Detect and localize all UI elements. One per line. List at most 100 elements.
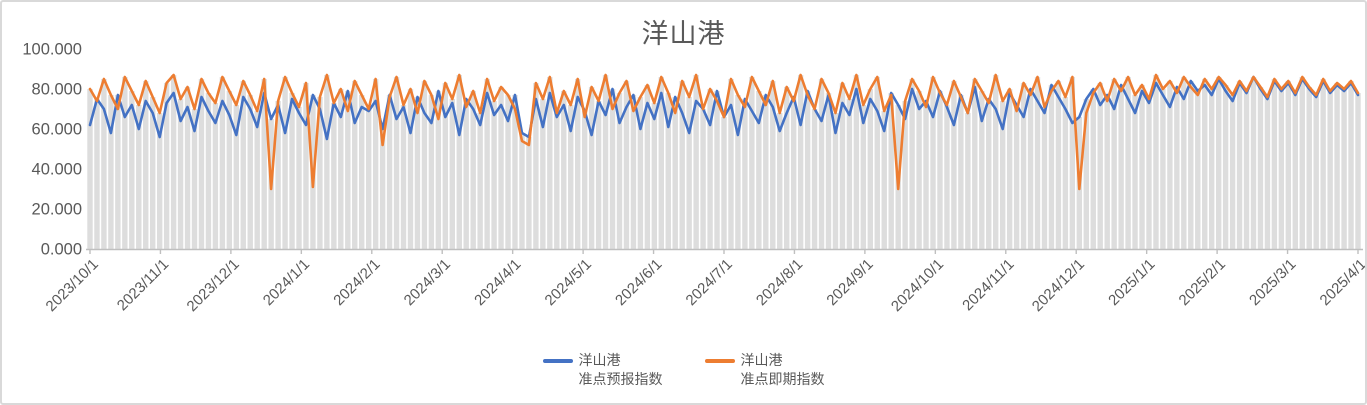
background-bar xyxy=(1188,81,1194,249)
background-bar xyxy=(1229,95,1236,249)
background-bar xyxy=(372,79,379,249)
x-axis-label: 2024/9/1 xyxy=(823,256,876,309)
background-bar xyxy=(400,105,407,249)
background-bar xyxy=(986,99,992,249)
background-bar xyxy=(951,81,957,249)
background-bar xyxy=(379,129,386,249)
background-bar xyxy=(484,79,490,249)
background-bar xyxy=(1146,99,1152,249)
background-bar xyxy=(930,77,936,249)
background-bar xyxy=(1013,105,1020,249)
background-bar xyxy=(679,81,685,249)
background-bar xyxy=(1125,77,1131,249)
background-bar xyxy=(477,113,483,249)
background-bar xyxy=(1202,79,1208,249)
background-bar xyxy=(1341,89,1347,249)
x-axis-label: 2024/3/1 xyxy=(401,256,454,309)
background-bar xyxy=(1048,85,1055,249)
background-bar xyxy=(1104,95,1110,249)
background-bar xyxy=(1083,99,1089,249)
background-bar xyxy=(261,79,267,249)
background-bar xyxy=(909,79,915,249)
background-bar xyxy=(972,79,978,249)
y-axis-label: 40.000 xyxy=(32,161,82,179)
background-bar xyxy=(881,111,887,249)
background-bar xyxy=(714,91,720,249)
background-bar xyxy=(442,83,449,249)
background-bar xyxy=(331,103,337,249)
background-bar xyxy=(763,95,769,249)
background-bar xyxy=(1027,89,1034,249)
background-bar xyxy=(1236,81,1243,249)
forecast-line-swatch xyxy=(542,359,573,363)
background-bar xyxy=(693,75,699,249)
legend-label-spot-line2: 准点即期指数 xyxy=(740,371,825,387)
background-bar xyxy=(623,81,630,249)
legend-label-forecast-line2: 准点预报指数 xyxy=(578,371,663,387)
background-bar xyxy=(1174,87,1180,249)
background-bar xyxy=(547,77,553,249)
background-bar xyxy=(658,77,664,249)
background-bar xyxy=(999,101,1006,249)
background-bar xyxy=(414,97,421,249)
background-bar xyxy=(958,95,964,249)
background-bar xyxy=(561,91,567,249)
background-bar xyxy=(519,133,525,249)
legend-label-forecast-line1: 洋山港 xyxy=(578,352,621,368)
background-bar xyxy=(240,81,246,249)
background-bar xyxy=(219,77,226,249)
x-axis-label: 2024/6/1 xyxy=(612,256,665,309)
background-bar xyxy=(735,95,741,249)
background-bar xyxy=(1111,79,1117,249)
background-bar xyxy=(770,81,776,249)
background-bar xyxy=(1348,81,1354,249)
background-bar xyxy=(784,87,790,249)
background-bar xyxy=(254,111,260,249)
background-bar xyxy=(1285,81,1292,249)
background-bar xyxy=(247,95,253,249)
background-bar xyxy=(463,99,469,249)
background-bar xyxy=(853,75,860,249)
background-bar xyxy=(1069,77,1076,249)
background-bar xyxy=(728,79,734,249)
background-bar xyxy=(630,95,637,249)
x-axis-label: 2024/5/1 xyxy=(542,256,595,309)
background-bar xyxy=(1278,89,1285,249)
background-bar xyxy=(1299,77,1305,249)
background-bar xyxy=(581,111,588,249)
legend-item-forecast-index: 洋山港 准点预报指数 xyxy=(542,351,663,389)
background-bar xyxy=(1055,81,1062,249)
spot-line-swatch xyxy=(704,359,735,363)
background-bar xyxy=(136,105,142,249)
background-bar xyxy=(205,93,212,249)
x-axis-label: 2024/7/1 xyxy=(683,256,736,309)
background-bar xyxy=(1160,89,1166,249)
background-bar xyxy=(1271,79,1278,249)
background-bar xyxy=(902,101,908,249)
background-bar xyxy=(233,105,240,249)
background-bar xyxy=(352,81,358,249)
background-bar xyxy=(574,79,581,249)
x-axis-label: 2025/3/1 xyxy=(1246,256,1299,309)
background-bar xyxy=(1264,97,1271,249)
background-bar xyxy=(470,91,476,249)
background-bar xyxy=(749,77,755,249)
background-bar xyxy=(602,75,609,249)
y-axis-label: 20.000 xyxy=(32,201,82,219)
background-bar xyxy=(198,79,205,249)
background-bar xyxy=(156,113,163,249)
background-bar xyxy=(1215,77,1222,249)
x-axis-label: 2025/2/1 xyxy=(1176,256,1229,309)
background-bar xyxy=(386,95,393,249)
background-bar xyxy=(505,95,511,249)
x-axis-label: 2024/1/1 xyxy=(260,256,313,309)
background-bar xyxy=(825,93,832,249)
background-bar xyxy=(644,85,651,249)
background-bar xyxy=(742,99,748,249)
x-axis-label: 2024/8/1 xyxy=(753,256,806,309)
background-bar xyxy=(1250,77,1257,249)
background-bar xyxy=(944,105,950,249)
legend-label-forecast: 洋山港 准点预报指数 xyxy=(579,351,663,389)
background-bar xyxy=(818,79,825,249)
